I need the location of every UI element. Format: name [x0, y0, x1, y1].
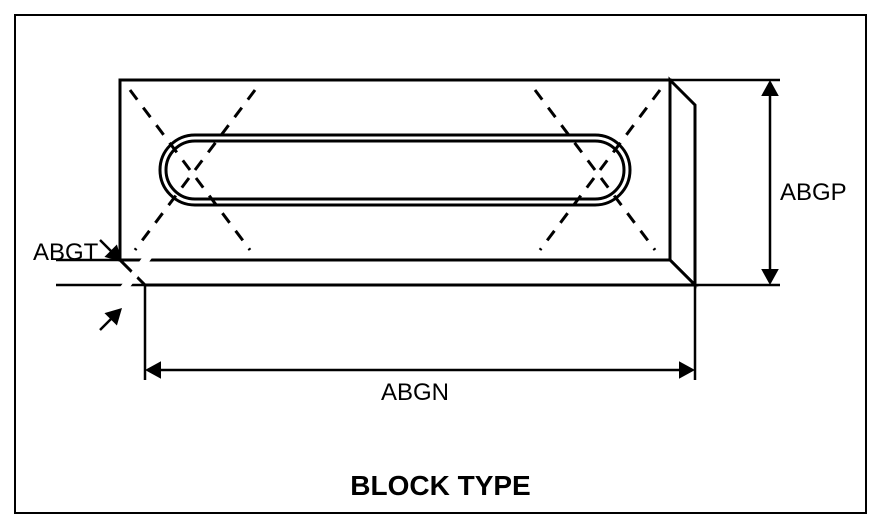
block-side [670, 80, 695, 285]
arrow-head-icon [145, 361, 161, 379]
arrow-head-icon [761, 80, 779, 96]
block-front [120, 80, 670, 260]
arrow-head-icon [679, 361, 695, 379]
arrow-head-icon [761, 269, 779, 285]
dim-label: ABGT [33, 239, 99, 266]
block-bottom [120, 260, 695, 285]
dim-label: ABGP [780, 179, 847, 206]
dim-label: ABGN [381, 379, 449, 406]
caption: BLOCK TYPE [0, 470, 881, 502]
